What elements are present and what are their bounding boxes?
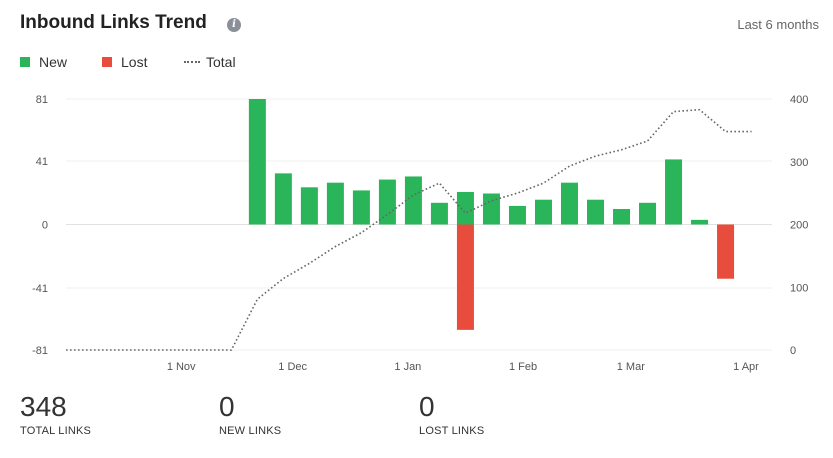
y-right-tick-label: 300: [790, 157, 808, 169]
stat-total-links: 348 TOTAL LINKS: [20, 391, 92, 438]
y-right-tick-label: 200: [790, 220, 808, 232]
bar-new[interactable]: [639, 202, 657, 225]
legend-item-new[interactable]: New: [20, 54, 67, 70]
bar-new[interactable]: [378, 179, 396, 225]
legend-label-new: New: [39, 54, 68, 70]
bar-new[interactable]: [560, 182, 578, 225]
legend-label-lost: Lost: [121, 54, 148, 70]
trend-chart: 81 41 0 -41 -81 400 300 200 100 0 1 Nov 1 Dec 1 Jan 1…: [32, 94, 808, 373]
bar-new[interactable]: [482, 193, 500, 225]
legend-swatch-lost: [102, 57, 112, 68]
y-left-tick-label: -81: [32, 345, 48, 357]
legend-swatch-new: [20, 57, 30, 68]
stat-lost-links: 0 LOST LINKS: [419, 391, 485, 438]
total-line[interactable]: [66, 108, 752, 351]
bar-new[interactable]: [430, 202, 448, 225]
bar-new[interactable]: [274, 173, 292, 225]
period-selector[interactable]: Last 6 months: [737, 17, 819, 32]
bar-new[interactable]: [534, 199, 552, 225]
bar-group: [248, 99, 735, 330]
y-left-tick-label: 41: [36, 156, 48, 168]
legend-swatch-total: [184, 61, 200, 64]
legend-item-lost[interactable]: Lost: [102, 54, 147, 70]
bar-new[interactable]: [326, 182, 344, 225]
bar-lost[interactable]: [456, 224, 474, 330]
y-right-tick-label: 100: [790, 282, 808, 294]
legend-item-total[interactable]: Total: [184, 54, 236, 70]
stat-total-label: TOTAL LINKS: [20, 425, 92, 437]
total-line-group: [66, 108, 752, 351]
bar-new[interactable]: [300, 187, 318, 225]
x-tick-label: 1 Feb: [509, 361, 537, 373]
stat-new-links: 0 NEW LINKS: [219, 391, 282, 438]
bar-new[interactable]: [248, 99, 266, 225]
y-left-tick-label: 81: [36, 94, 48, 106]
bar-new[interactable]: [613, 209, 631, 225]
stat-new-label: NEW LINKS: [219, 425, 282, 437]
y-left-tick-label: 0: [42, 220, 48, 232]
axis-labels: 81 41 0 -41 -81 400 300 200 100 0 1 Nov 1 Dec 1 Jan 1…: [32, 94, 808, 373]
bar-lost[interactable]: [717, 224, 735, 279]
y-left-tick-label: -41: [32, 283, 48, 295]
legend-label-total: Total: [206, 54, 236, 70]
stat-total-value: 348: [20, 391, 67, 422]
x-tick-label: 1 Dec: [278, 361, 307, 373]
bar-new[interactable]: [665, 159, 683, 225]
bar-new[interactable]: [352, 190, 370, 225]
x-tick-label: 1 Mar: [617, 361, 645, 373]
info-icon[interactable]: i: [227, 18, 241, 32]
bar-new[interactable]: [587, 199, 604, 225]
bar-new[interactable]: [691, 219, 709, 225]
y-right-tick-label: 0: [790, 345, 796, 357]
x-tick-label: 1 Nov: [167, 361, 196, 373]
chart-title: Inbound Links Trend: [20, 12, 207, 33]
bar-new[interactable]: [404, 176, 422, 225]
stat-lost-label: LOST LINKS: [419, 425, 485, 437]
bar-new[interactable]: [508, 205, 526, 225]
stat-lost-value: 0: [419, 391, 435, 422]
bar-new[interactable]: [456, 191, 474, 225]
x-tick-label: 1 Apr: [733, 361, 759, 373]
y-right-tick-label: 400: [790, 94, 808, 106]
x-tick-label: 1 Jan: [394, 361, 421, 373]
stat-new-value: 0: [219, 391, 235, 422]
